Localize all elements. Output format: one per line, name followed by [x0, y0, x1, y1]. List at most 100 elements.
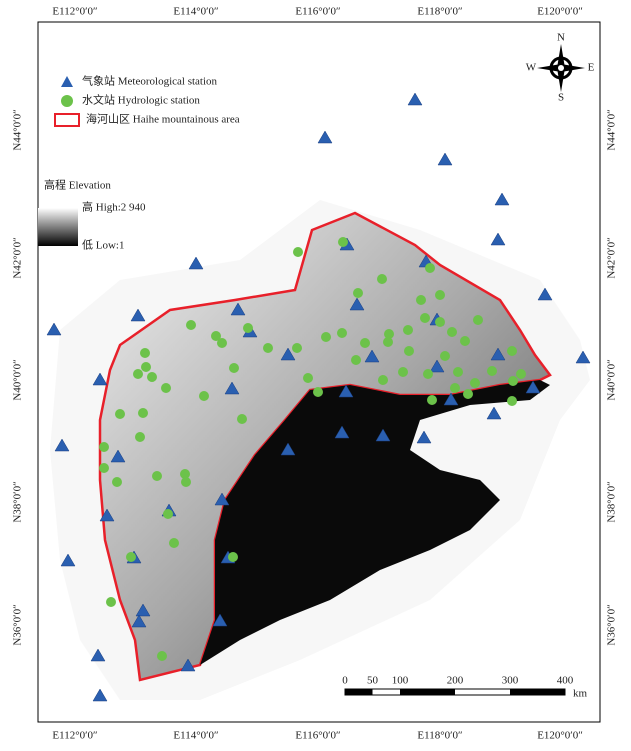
hydrologic-station	[404, 346, 414, 356]
hydrologic-station	[420, 313, 430, 323]
scale-bar-segment	[345, 689, 373, 695]
hydrologic-station	[135, 432, 145, 442]
hydrologic-station	[337, 328, 347, 338]
meteorological-station	[338, 384, 354, 398]
scale-bar-segment	[400, 689, 455, 695]
latitude-label: N42°0′0″	[606, 237, 618, 278]
legend-box	[54, 113, 80, 127]
meteorological-station	[280, 347, 296, 361]
hydrologic-station	[435, 290, 445, 300]
meteorological-station	[224, 381, 240, 395]
compass-e: E	[588, 62, 595, 74]
hydrologic-station	[351, 355, 361, 365]
meteorological-station	[214, 492, 230, 506]
hydrologic-station	[141, 362, 151, 372]
latitude-label: N44°0′0″	[606, 109, 618, 150]
elevation-low: 低 Low:1	[82, 239, 124, 252]
hydrologic-station	[180, 469, 190, 479]
hydrologic-station	[516, 369, 526, 379]
hydrologic-station	[416, 295, 426, 305]
hydrologic-station	[133, 369, 143, 379]
hydrologic-station	[237, 414, 247, 424]
hydrologic-station	[425, 263, 435, 273]
hydrologic-station	[157, 651, 167, 661]
longitude-label: E114°0′0″	[173, 730, 218, 742]
meteorological-station	[416, 430, 432, 444]
hydrologic-station	[507, 396, 517, 406]
latitude-label: N42°0′0″	[12, 237, 24, 278]
longitude-label: E112°0′0″	[52, 6, 97, 18]
legend-circle	[61, 95, 73, 107]
hydrologic-station	[470, 378, 480, 388]
hydrologic-station	[384, 329, 394, 339]
meteorological-station	[180, 658, 196, 672]
hydrologic-station	[353, 288, 363, 298]
legend-label: 海河山区 Haihe mountainous area	[86, 112, 240, 126]
meteorological-station	[92, 372, 108, 386]
hydrologic-station	[507, 346, 517, 356]
hydrologic-station	[138, 408, 148, 418]
hydrologic-station	[321, 332, 331, 342]
hydrologic-station	[487, 366, 497, 376]
hydrologic-station	[440, 351, 450, 361]
hydrologic-station	[453, 367, 463, 377]
meteorological-station	[212, 613, 228, 627]
meteorological-station	[443, 392, 459, 406]
hydrologic-station	[217, 338, 227, 348]
hydrologic-station	[473, 315, 483, 325]
hydrologic-station	[163, 509, 173, 519]
hydrologic-station	[186, 320, 196, 330]
stations	[46, 92, 591, 702]
scale-bar-label: 300	[502, 675, 519, 687]
hydrologic-station	[508, 376, 518, 386]
hydrologic-station	[403, 325, 413, 335]
meteorological-station	[131, 614, 147, 628]
meteorological-station	[349, 297, 365, 311]
meteorological-station	[490, 347, 506, 361]
compass-w: W	[526, 62, 537, 74]
scale-bar-label: 200	[447, 675, 464, 687]
hydrologic-station	[360, 338, 370, 348]
hydrologic-station	[152, 471, 162, 481]
meteorological-station	[486, 406, 502, 420]
hydrologic-station	[161, 383, 171, 393]
scale-bar-segment	[510, 689, 565, 695]
meteorological-station	[407, 92, 423, 106]
longitude-label: E116°0′0″	[295, 730, 340, 742]
meteorological-station	[494, 192, 510, 206]
hydrologic-station	[229, 363, 239, 373]
hydrologic-station	[303, 373, 313, 383]
longitude-label: E118°0′0″	[417, 6, 462, 18]
compass-n: N	[557, 32, 565, 44]
meteorological-station	[92, 688, 108, 702]
meteorological-station	[575, 350, 591, 364]
hydrologic-station	[126, 552, 136, 562]
meteorological-station	[110, 449, 126, 463]
meteorological-station	[375, 428, 391, 442]
hydrologic-station	[293, 247, 303, 257]
hydrologic-station	[243, 323, 253, 333]
meteorological-station	[46, 322, 62, 336]
latitude-label: N40°0′0″	[12, 359, 24, 400]
latitude-label: N38°0′0″	[12, 481, 24, 522]
meteorological-station	[525, 380, 541, 394]
hydrologic-station	[228, 552, 238, 562]
hydrologic-station	[463, 389, 473, 399]
meteorological-station	[188, 256, 204, 270]
hydrologic-station	[169, 538, 179, 548]
hydrologic-station	[147, 372, 157, 382]
elevation-title: 高程 Elevation	[44, 178, 111, 192]
meteorological-station	[429, 359, 445, 373]
hydrologic-station	[115, 409, 125, 419]
longitude-label: E114°0′0″	[173, 6, 218, 18]
scale-bar-unit: km	[573, 688, 588, 700]
hydrologic-station	[338, 237, 348, 247]
meteorological-station	[537, 287, 553, 301]
hydrologic-station	[140, 348, 150, 358]
hydrologic-station	[435, 317, 445, 327]
latitude-label: N38°0′0″	[606, 481, 618, 522]
compass-s: S	[558, 92, 564, 104]
meteorological-station	[230, 302, 246, 316]
hydrologic-station	[423, 369, 433, 379]
